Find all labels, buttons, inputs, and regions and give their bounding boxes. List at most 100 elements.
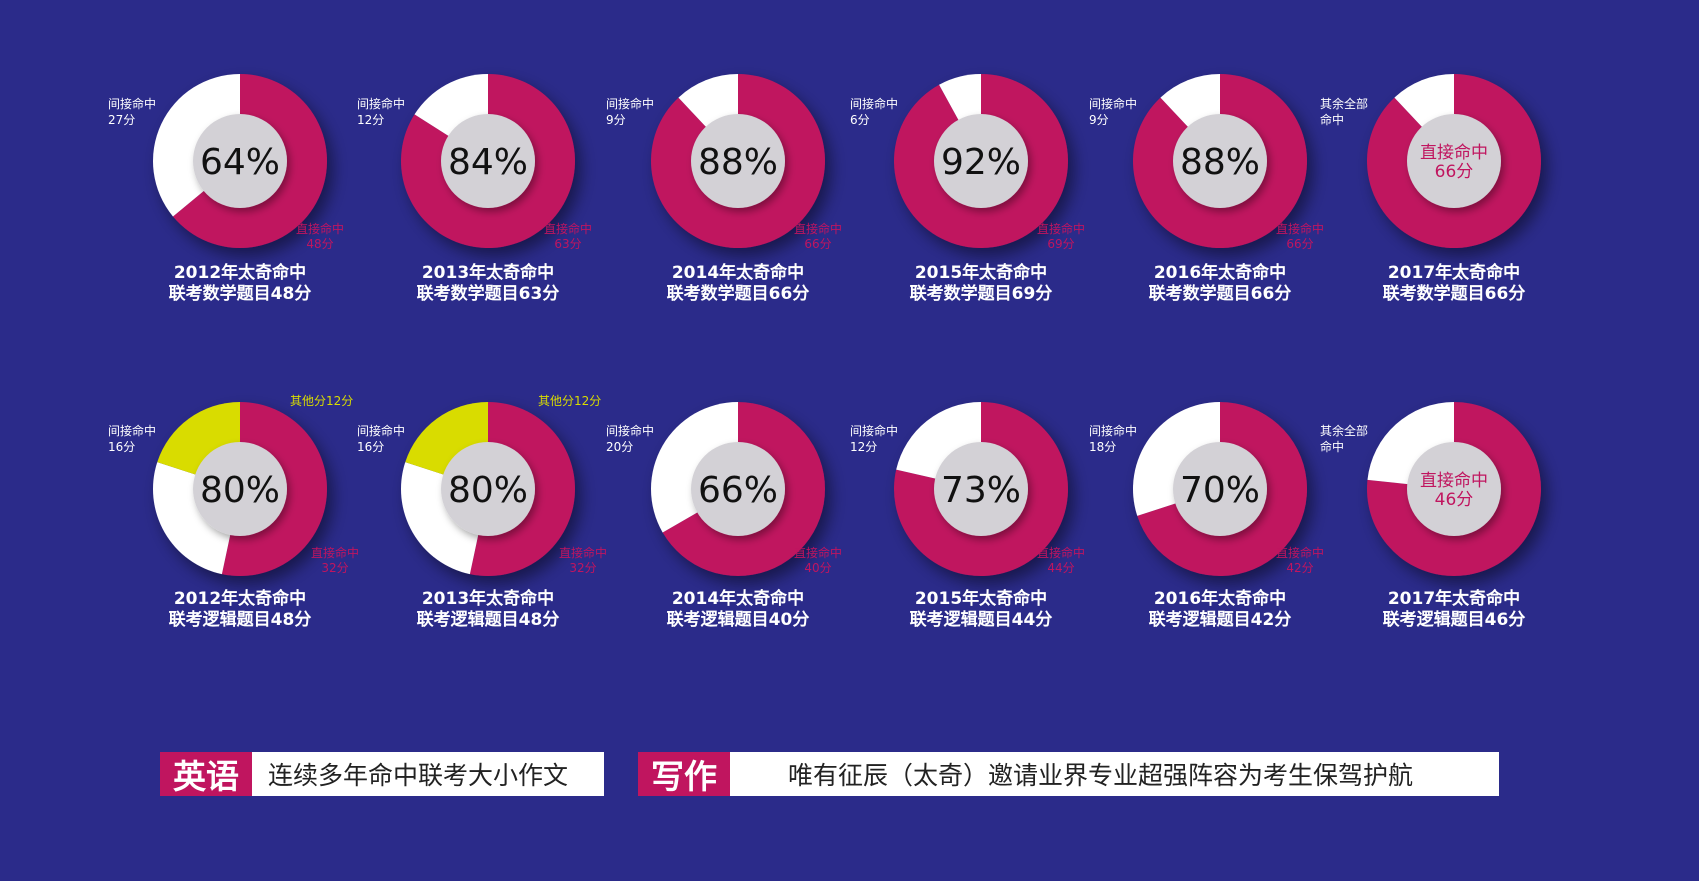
chart-title: 联考数学题目69分 bbox=[910, 283, 1053, 304]
percent-label: 92% bbox=[941, 142, 1021, 183]
chart-title: 联考逻辑题目46分 bbox=[1383, 609, 1526, 630]
indirect-label: 其余全部 bbox=[1320, 96, 1368, 111]
indirect-label: 间接命中 bbox=[108, 96, 156, 111]
indirect-label: 间接命中 bbox=[357, 423, 405, 438]
indirect-label: 间接命中 bbox=[108, 423, 156, 438]
chart-title: 2016年太奇命中 bbox=[1154, 588, 1286, 609]
chart-title: 2016年太奇命中 bbox=[1154, 262, 1286, 283]
donut-center bbox=[1407, 114, 1501, 208]
indirect-label: 20分 bbox=[606, 440, 633, 454]
chart-title: 2013年太奇命中 bbox=[422, 588, 554, 609]
indirect-label: 间接命中 bbox=[357, 96, 405, 111]
direct-label: 44分 bbox=[1047, 561, 1074, 575]
donut-center bbox=[193, 442, 287, 536]
donut-center bbox=[1173, 442, 1267, 536]
chart-title: 联考数学题目63分 bbox=[417, 283, 560, 304]
chart-title: 联考逻辑题目40分 bbox=[667, 609, 810, 630]
indirect-label: 6分 bbox=[850, 113, 870, 127]
direct-label: 66分 bbox=[1286, 237, 1313, 251]
indirect-label: 命中 bbox=[1320, 112, 1344, 127]
direct-label: 32分 bbox=[569, 561, 596, 575]
chart-title: 2014年太奇命中 bbox=[672, 262, 804, 283]
direct-label: 直接命中 bbox=[1276, 221, 1324, 236]
direct-label: 48分 bbox=[306, 237, 333, 251]
chart-title: 联考数学题目66分 bbox=[667, 283, 810, 304]
direct-label: 直接命中 bbox=[1037, 545, 1085, 560]
direct-label: 42分 bbox=[1286, 561, 1313, 575]
direct-label: 直接命中 bbox=[794, 545, 842, 560]
chart-title: 联考数学题目48分 bbox=[169, 283, 312, 304]
chart-title: 2014年太奇命中 bbox=[672, 588, 804, 609]
indirect-label: 16分 bbox=[108, 440, 135, 454]
percent-label: 80% bbox=[200, 470, 280, 511]
indirect-label: 间接命中 bbox=[606, 96, 654, 111]
chart-title: 2015年太奇命中 bbox=[915, 588, 1047, 609]
donut-center bbox=[1173, 114, 1267, 208]
direct-label: 直接命中 bbox=[794, 221, 842, 236]
indirect-label: 命中 bbox=[1320, 439, 1344, 454]
indirect-label: 9分 bbox=[1089, 113, 1109, 127]
percent-label: 84% bbox=[448, 142, 528, 183]
writing-text: 唯有征辰（太奇）邀请业界专业超强阵容为考生保驾护航 bbox=[730, 752, 1499, 796]
chart-title: 2012年太奇命中 bbox=[174, 588, 306, 609]
percent-label: 88% bbox=[698, 142, 778, 183]
indirect-label: 27分 bbox=[108, 113, 135, 127]
direct-label: 直接命中 bbox=[559, 545, 607, 560]
percent-label: 70% bbox=[1180, 470, 1260, 511]
direct-label: 直接命中 bbox=[296, 221, 344, 236]
donut-center bbox=[691, 114, 785, 208]
chart-title: 联考逻辑题目48分 bbox=[169, 609, 312, 630]
percent-label: 66% bbox=[698, 470, 778, 511]
percent-label: 88% bbox=[1180, 142, 1260, 183]
percent-label: 73% bbox=[941, 470, 1021, 511]
donut-center bbox=[1407, 442, 1501, 536]
percent-label: 80% bbox=[448, 470, 528, 511]
english-banner: 英语 连续多年命中联考大小作文 bbox=[160, 752, 604, 796]
other-label: 其他分12分 bbox=[538, 394, 601, 408]
direct-label: 直接命中 bbox=[1037, 221, 1085, 236]
donut-center bbox=[193, 114, 287, 208]
english-text: 连续多年命中联考大小作文 bbox=[252, 752, 604, 796]
chart-title: 2015年太奇命中 bbox=[915, 262, 1047, 283]
indirect-label: 其余全部 bbox=[1320, 423, 1368, 438]
donut-center bbox=[691, 442, 785, 536]
chart-title: 联考逻辑题目48分 bbox=[417, 609, 560, 630]
indirect-label: 16分 bbox=[357, 440, 384, 454]
chart-title: 联考数学题目66分 bbox=[1149, 283, 1292, 304]
direct-label: 直接命中 bbox=[311, 545, 359, 560]
chart-title: 联考逻辑题目44分 bbox=[910, 609, 1053, 630]
indirect-label: 间接命中 bbox=[850, 96, 898, 111]
chart-title: 2017年太奇命中 bbox=[1388, 588, 1520, 609]
chart-title: 2013年太奇命中 bbox=[422, 262, 554, 283]
chart-title: 联考逻辑题目42分 bbox=[1149, 609, 1292, 630]
direct-label: 40分 bbox=[804, 561, 831, 575]
direct-label: 69分 bbox=[1047, 237, 1074, 251]
center-label: 直接命中 bbox=[1420, 471, 1488, 491]
indirect-label: 间接命中 bbox=[850, 423, 898, 438]
center-label: 直接命中 bbox=[1420, 143, 1488, 163]
center-label: 46分 bbox=[1435, 490, 1474, 510]
donut-center bbox=[441, 114, 535, 208]
chart-title: 2017年太奇命中 bbox=[1388, 262, 1520, 283]
direct-label: 32分 bbox=[321, 561, 348, 575]
indirect-label: 间接命中 bbox=[606, 423, 654, 438]
donut-center bbox=[934, 442, 1028, 536]
writing-tag: 写作 bbox=[638, 752, 730, 796]
chart-title: 2012年太奇命中 bbox=[174, 262, 306, 283]
indirect-label: 间接命中 bbox=[1089, 423, 1137, 438]
center-label: 66分 bbox=[1435, 162, 1474, 182]
english-tag: 英语 bbox=[160, 752, 252, 796]
indirect-label: 12分 bbox=[357, 113, 384, 127]
donut-center bbox=[934, 114, 1028, 208]
direct-label: 63分 bbox=[554, 237, 581, 251]
indirect-label: 18分 bbox=[1089, 440, 1116, 454]
indirect-label: 12分 bbox=[850, 440, 877, 454]
direct-label: 66分 bbox=[804, 237, 831, 251]
indirect-label: 9分 bbox=[606, 113, 626, 127]
direct-label: 直接命中 bbox=[1276, 545, 1324, 560]
direct-label: 直接命中 bbox=[544, 221, 592, 236]
donut-center bbox=[441, 442, 535, 536]
other-label: 其他分12分 bbox=[290, 394, 353, 408]
chart-title: 联考数学题目66分 bbox=[1383, 283, 1526, 304]
